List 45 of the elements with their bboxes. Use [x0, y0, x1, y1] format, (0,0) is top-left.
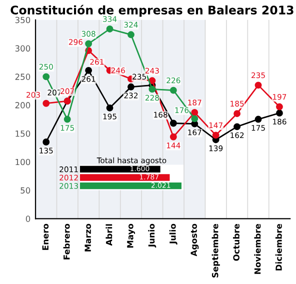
point — [170, 86, 177, 94]
x-tick-label: Septiembre — [212, 224, 220, 278]
point — [106, 25, 114, 32]
y-tick-label: 100 — [16, 158, 30, 166]
y-tick-label: 250 — [15, 74, 30, 80]
x-tick-label: Marzo — [84, 224, 91, 252]
point — [148, 86, 156, 93]
x-tick-label: Mayo — [127, 224, 136, 248]
point — [85, 40, 92, 48]
point — [191, 115, 198, 122]
y-tick-label: 300 — [15, 45, 30, 52]
point — [148, 77, 156, 84]
x-tick-label: Junio — [148, 224, 156, 248]
x-tick-label: Diciembre — [275, 224, 282, 270]
x-tick-label: Julio — [169, 224, 178, 244]
point — [234, 110, 241, 118]
point — [85, 66, 92, 74]
point — [106, 104, 114, 112]
point — [128, 31, 134, 38]
y-tick-label: 0 — [26, 216, 30, 222]
y-tick-label: 50 — [20, 187, 30, 194]
point — [191, 108, 198, 116]
point — [254, 82, 262, 89]
x-tick-label: Febrero — [63, 224, 70, 260]
point — [128, 83, 134, 90]
point — [170, 133, 177, 140]
point — [42, 100, 50, 107]
x-tick-label: Enero — [42, 224, 49, 250]
point — [64, 116, 71, 123]
chart-title: Constitución de empresas en Balears 2013 — [10, 4, 294, 17]
point — [276, 103, 283, 110]
y-tick-label: 200 — [15, 102, 30, 108]
point — [42, 73, 50, 80]
point — [42, 138, 50, 146]
x-tick-label: Octubre — [233, 224, 240, 261]
point — [170, 120, 177, 127]
x-tick-label: Agosto — [190, 224, 199, 256]
x-tick-label: Abril — [106, 224, 112, 246]
point — [212, 132, 220, 139]
y-tick-label: 150 — [16, 130, 30, 137]
x-tick-label: Noviembre — [254, 224, 261, 274]
point — [234, 123, 241, 130]
y-tick-label: 350 — [15, 16, 30, 24]
point — [276, 110, 283, 117]
point — [254, 116, 262, 123]
